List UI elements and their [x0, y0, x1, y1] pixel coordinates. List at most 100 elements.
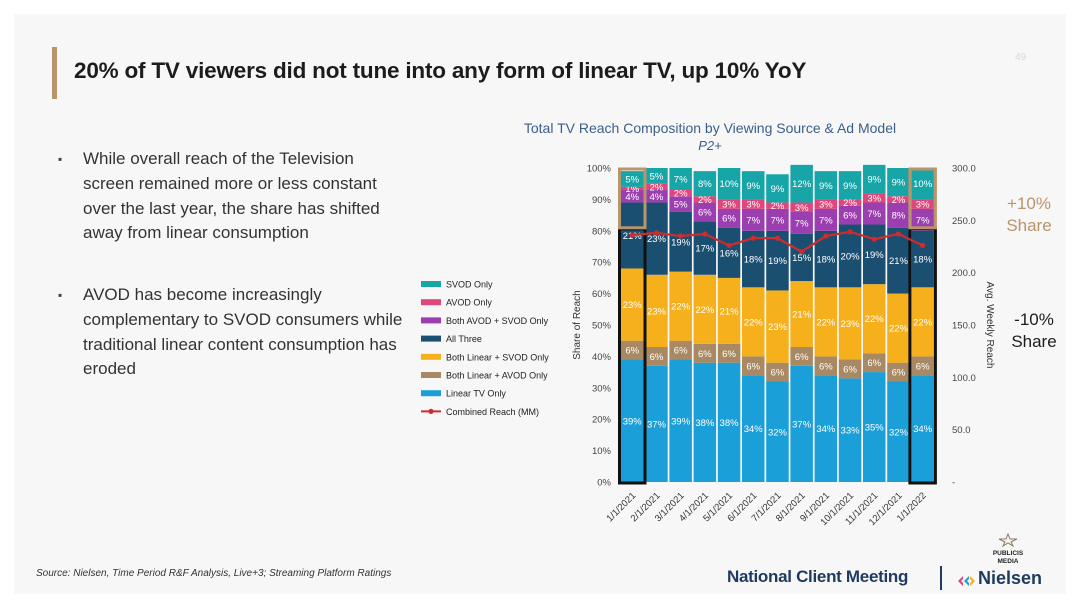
y-axis-label: Share of Reach: [572, 290, 583, 360]
data-label: 6%: [746, 361, 760, 372]
bar-segment: [693, 362, 717, 482]
y-tick-label: 30%: [592, 383, 612, 394]
streaming-highlight-box: [908, 167, 937, 230]
bar-segment: [621, 186, 644, 190]
bar-segment: [790, 281, 813, 347]
bar-segment: [717, 227, 741, 278]
data-label: 6%: [650, 352, 664, 363]
bar-segment: [742, 199, 765, 209]
data-label: 5%: [625, 174, 639, 185]
data-label: 6%: [843, 364, 857, 375]
data-label: 6%: [698, 207, 712, 218]
data-label: 37%: [792, 419, 812, 430]
publicis-crest-icon: [998, 532, 1018, 548]
combined-reach-point: [726, 242, 732, 249]
bar-segment: [693, 171, 717, 197]
data-label: 7%: [771, 215, 785, 226]
data-label: 6%: [867, 358, 881, 369]
bar-segment: [814, 171, 838, 200]
combined-reach-point: [871, 236, 877, 242]
bar-segment: [645, 202, 668, 275]
bar-segment: [887, 362, 910, 382]
legend-label: SVOD Only: [446, 280, 493, 290]
bar-segment: [863, 164, 886, 194]
y-tick-label: 20%: [592, 415, 612, 426]
data-label: 2%: [674, 189, 688, 200]
bar-segment: [669, 189, 692, 197]
bar-segment: [717, 208, 741, 228]
data-label: 22%: [913, 317, 933, 328]
callout-label: Share: [1006, 216, 1052, 235]
data-label: 4%: [650, 192, 664, 203]
data-label: 19%: [768, 256, 788, 267]
bar-segment: [621, 359, 644, 482]
bar-segment: [693, 343, 717, 363]
combined-reach-point: [847, 229, 853, 235]
data-label: 3%: [819, 200, 833, 211]
bar-segment: [790, 211, 813, 234]
data-label: 19%: [671, 237, 691, 248]
bar-segment: [669, 211, 692, 272]
bar-segment: [838, 224, 862, 288]
data-label: 6%: [795, 352, 809, 363]
data-label: 6%: [916, 361, 930, 372]
bar-segment: [621, 189, 644, 203]
bullet-text: While overall reach of the Television sc…: [83, 149, 380, 243]
data-label: 23%: [841, 319, 861, 330]
bar-segment: [645, 346, 668, 366]
data-label: 7%: [819, 215, 833, 226]
data-label: 22%: [816, 317, 836, 328]
data-label: 19%: [865, 250, 885, 261]
bar-segment: [814, 375, 838, 482]
bar-segment: [742, 375, 765, 482]
data-label: 2%: [843, 198, 857, 209]
data-label: 22%: [695, 305, 715, 316]
data-label: 6%: [722, 349, 736, 360]
data-label: 4%: [625, 192, 639, 203]
bullet-marker: ▪: [58, 152, 63, 166]
data-label: 39%: [671, 416, 691, 427]
callout-value: +10%: [1007, 194, 1051, 213]
legend-swatch: [421, 372, 441, 378]
data-label: 2%: [698, 195, 712, 206]
data-label: 3%: [746, 200, 760, 211]
chart-subtitle: P2+: [698, 138, 722, 153]
callout-share-down: -10% Share: [999, 309, 1069, 353]
data-label: 7%: [746, 215, 760, 226]
combined-reach-point: [895, 231, 902, 237]
bar-segment: [742, 230, 765, 288]
bar-segment: [790, 164, 813, 203]
data-label: 21%: [720, 306, 740, 317]
nielsen-logo: Nielsen: [956, 568, 1042, 589]
data-label: 35%: [865, 423, 885, 434]
combined-reach-point: [920, 242, 926, 249]
data-label: 6%: [698, 349, 712, 360]
data-label: 7%: [867, 209, 881, 220]
data-label: 12%: [792, 179, 812, 190]
y2-tick-label: 50.0: [952, 425, 971, 436]
data-label: 20%: [841, 251, 861, 262]
bar-segment: [669, 168, 692, 190]
data-label: 6%: [722, 214, 736, 225]
legend-label: Both Linear + SVOD Only: [446, 352, 549, 362]
combined-reach-point: [799, 249, 805, 255]
bar-segment: [863, 372, 886, 482]
bar-segment: [669, 196, 692, 212]
bar-segment: [911, 230, 934, 288]
data-label: 9%: [819, 181, 833, 192]
y-tick-label: 60%: [592, 289, 612, 300]
data-label: 3%: [916, 200, 930, 211]
data-label: 34%: [744, 424, 764, 435]
bar-segment: [766, 230, 789, 291]
slide-title: 20% of TV viewers did not tune into any …: [74, 58, 807, 83]
legend-swatch: [421, 335, 441, 342]
y2-tick-label: 150.0: [952, 321, 976, 332]
publicis-logo-line: MEDIA: [997, 558, 1019, 565]
bar-segment: [911, 287, 934, 357]
data-label: 6%: [625, 346, 639, 357]
y2-tick-label: 250.0: [952, 216, 976, 227]
data-label: 32%: [768, 427, 788, 438]
y-tick-label: 10%: [592, 446, 612, 457]
bar-segment: [790, 365, 813, 482]
bar-segment: [887, 227, 910, 294]
